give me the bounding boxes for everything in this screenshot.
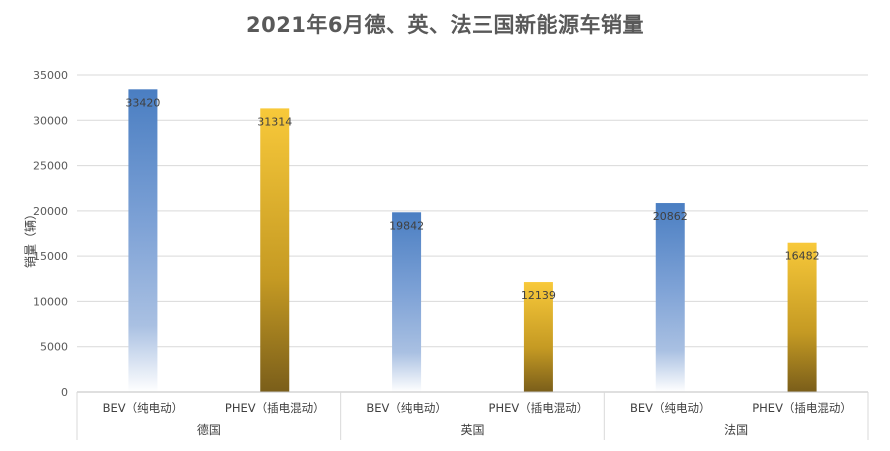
- data-label: 19842: [389, 219, 424, 232]
- data-label: 12139: [521, 289, 556, 302]
- x-category-label: BEV（纯电动）: [103, 401, 184, 415]
- x-category-label: BEV（纯电动）: [366, 401, 447, 415]
- bar-bev: [128, 89, 158, 392]
- bar-phev: [787, 242, 817, 392]
- data-label: 31314: [257, 115, 292, 128]
- x-category-label: PHEV（插电混动）: [752, 401, 852, 415]
- bar-phev: [523, 282, 553, 392]
- y-tick-label: 0: [61, 386, 68, 399]
- y-tick-label: 30000: [33, 114, 68, 127]
- x-group-label: 法国: [724, 423, 748, 437]
- y-tick-label: 5000: [40, 341, 68, 354]
- y-tick-label: 25000: [33, 160, 68, 173]
- x-group-label: 英国: [460, 423, 484, 437]
- y-axis-ticks: 0 5000 10000 15000 20000 25000 30000 35000: [33, 69, 68, 399]
- gridlines: [77, 74, 868, 348]
- x-group-label: 德国: [197, 422, 221, 437]
- chart-title: 2021年6月德、英、法三国新能源车销量: [245, 13, 645, 37]
- x-category-label: BEV（纯电动）: [630, 401, 711, 415]
- x-category-label: PHEV（插电混动）: [225, 401, 325, 415]
- y-axis-label: 销量（辆）: [24, 208, 38, 268]
- x-axis: BEV（纯电动） PHEV（插电混动） 德国 BEV（纯电动） PHEV（插电混动） 英国…: [76, 391, 869, 440]
- bar-bev: [655, 203, 685, 392]
- data-labels: 33420 31314 19842 12139 20862 16482: [125, 96, 819, 302]
- y-tick-label: 35000: [33, 69, 68, 82]
- bar-phev: [260, 108, 290, 392]
- bars: [128, 89, 817, 392]
- x-category-label: PHEV（插电混动）: [489, 401, 589, 415]
- y-tick-label: 10000: [33, 295, 68, 308]
- y-tick-label: 20000: [33, 205, 68, 218]
- data-label: 33420: [125, 96, 160, 109]
- y-tick-label: 15000: [33, 250, 68, 263]
- data-label: 16482: [785, 250, 820, 263]
- data-label: 20862: [653, 210, 688, 223]
- bar-bev: [392, 212, 422, 392]
